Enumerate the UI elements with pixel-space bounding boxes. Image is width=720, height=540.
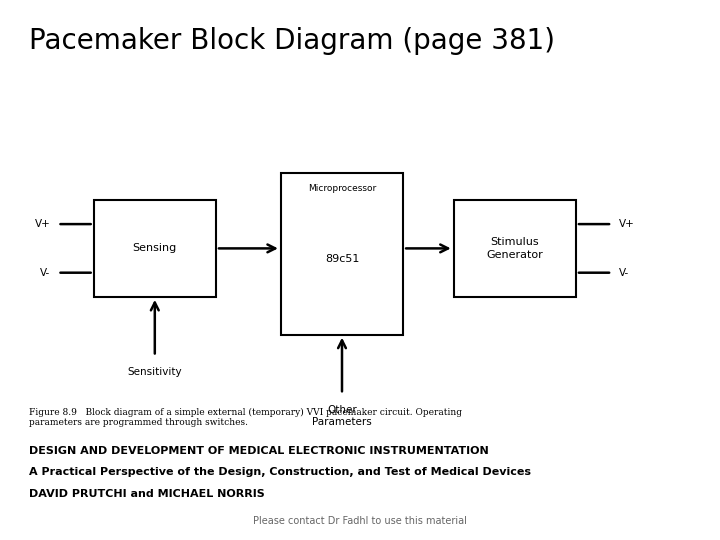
- Bar: [94, 200, 216, 297]
- Text: V-: V-: [619, 268, 629, 278]
- Text: Microprocessor: Microprocessor: [308, 184, 376, 193]
- Text: Other
Parameters: Other Parameters: [312, 405, 372, 427]
- Text: Pacemaker Block Diagram (page 381): Pacemaker Block Diagram (page 381): [29, 27, 555, 55]
- Text: Sensitivity: Sensitivity: [127, 367, 182, 377]
- Text: Please contact Dr Fadhl to use this material: Please contact Dr Fadhl to use this mate…: [253, 516, 467, 526]
- Text: Sensing: Sensing: [132, 244, 177, 253]
- Text: V+: V+: [35, 219, 50, 229]
- Text: DESIGN AND DEVELOPMENT OF MEDICAL ELECTRONIC INSTRUMENTATION: DESIGN AND DEVELOPMENT OF MEDICAL ELECTR…: [29, 446, 489, 456]
- Bar: [281, 173, 403, 335]
- Text: DAVID PRUTCHI and MICHAEL NORRIS: DAVID PRUTCHI and MICHAEL NORRIS: [29, 489, 264, 499]
- Bar: [454, 200, 576, 297]
- Text: V-: V-: [40, 268, 50, 278]
- Text: V+: V+: [619, 219, 635, 229]
- Text: Stimulus
Generator: Stimulus Generator: [487, 237, 543, 260]
- Text: A Practical Perspective of the Design, Construction, and Test of Medical Devices: A Practical Perspective of the Design, C…: [29, 467, 531, 477]
- Text: Figure 8.9   Block diagram of a simple external (temporary) VVI pacemaker circui: Figure 8.9 Block diagram of a simple ext…: [29, 408, 462, 427]
- Text: 89c51: 89c51: [325, 254, 359, 264]
